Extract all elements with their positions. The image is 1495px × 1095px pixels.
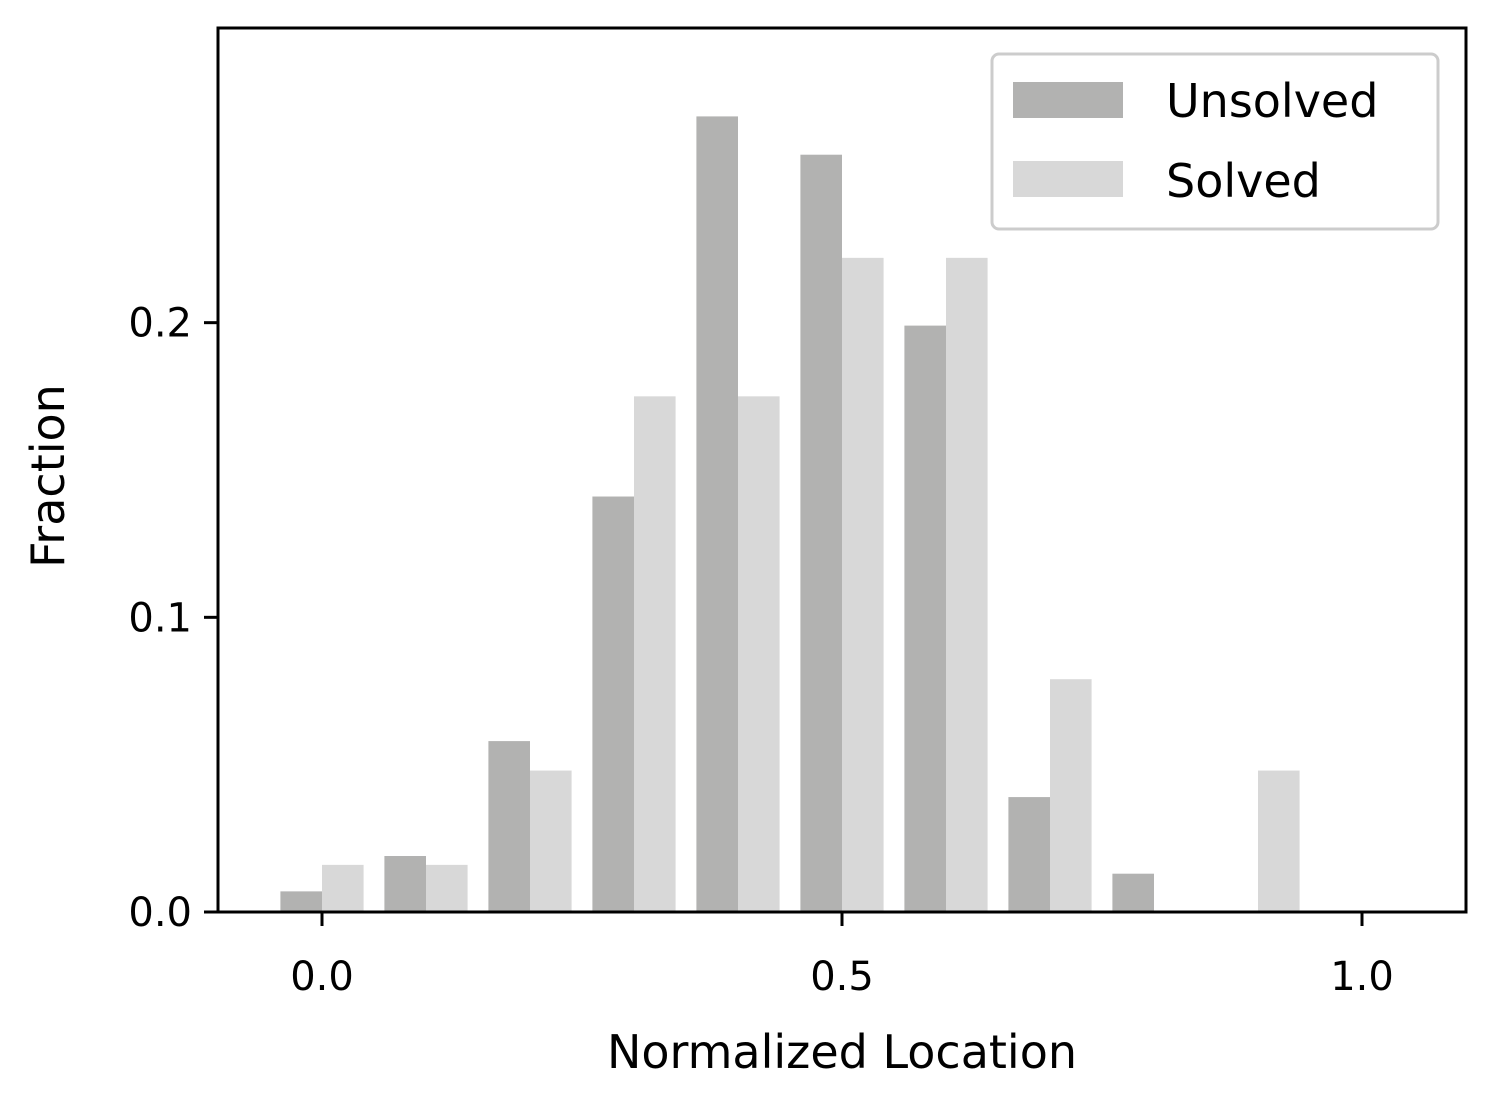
bars-group <box>280 116 1300 913</box>
x-tick-label: 0.0 <box>290 954 354 1000</box>
bar-unsolved-bin-5 <box>800 154 842 912</box>
bar-unsolved-bin-4 <box>696 116 738 912</box>
y-tick-label: 0.0 <box>128 890 192 936</box>
y-axis-ticks: 0.0 0.1 0.2 <box>128 301 218 936</box>
x-axis-ticks: 0.0 0.5 1.0 <box>290 912 1394 1000</box>
y-tick-label: 0.2 <box>128 301 192 347</box>
bar-unsolved-bin-2 <box>488 741 530 912</box>
bar-solved-bin-5 <box>842 257 884 913</box>
bar-solved-bin-3 <box>634 396 676 912</box>
bar-solved-bin-4 <box>738 396 780 912</box>
y-axis-label: Fraction <box>21 384 75 568</box>
bar-solved-bin-0 <box>322 864 364 912</box>
legend-label-solved: Solved <box>1166 154 1321 208</box>
legend: Unsolved Solved <box>990 52 1440 231</box>
bar-solved-bin-9 <box>1258 770 1300 912</box>
legend-swatch-unsolved <box>1013 82 1123 118</box>
bar-unsolved-bin-3 <box>592 496 634 912</box>
y-tick-label: 0.1 <box>128 595 192 641</box>
bar-solved-bin-2 <box>530 770 572 912</box>
bar-unsolved-bin-1 <box>384 856 426 912</box>
x-tick-label: 1.0 <box>1330 954 1394 1000</box>
bar-solved-bin-7 <box>1050 679 1092 912</box>
legend-label-unsolved: Unsolved <box>1166 74 1378 128</box>
bar-unsolved-bin-0 <box>280 891 322 912</box>
bar-solved-bin-6 <box>946 257 988 913</box>
bar-solved-bin-1 <box>426 864 468 912</box>
legend-swatch-solved <box>1013 161 1123 197</box>
bar-unsolved-bin-8 <box>1112 873 1154 912</box>
bar-unsolved-bin-6 <box>904 325 946 912</box>
x-tick-label: 0.5 <box>810 954 874 1000</box>
bar-unsolved-bin-7 <box>1008 797 1050 912</box>
x-axis-label: Normalized Location <box>607 1025 1077 1079</box>
